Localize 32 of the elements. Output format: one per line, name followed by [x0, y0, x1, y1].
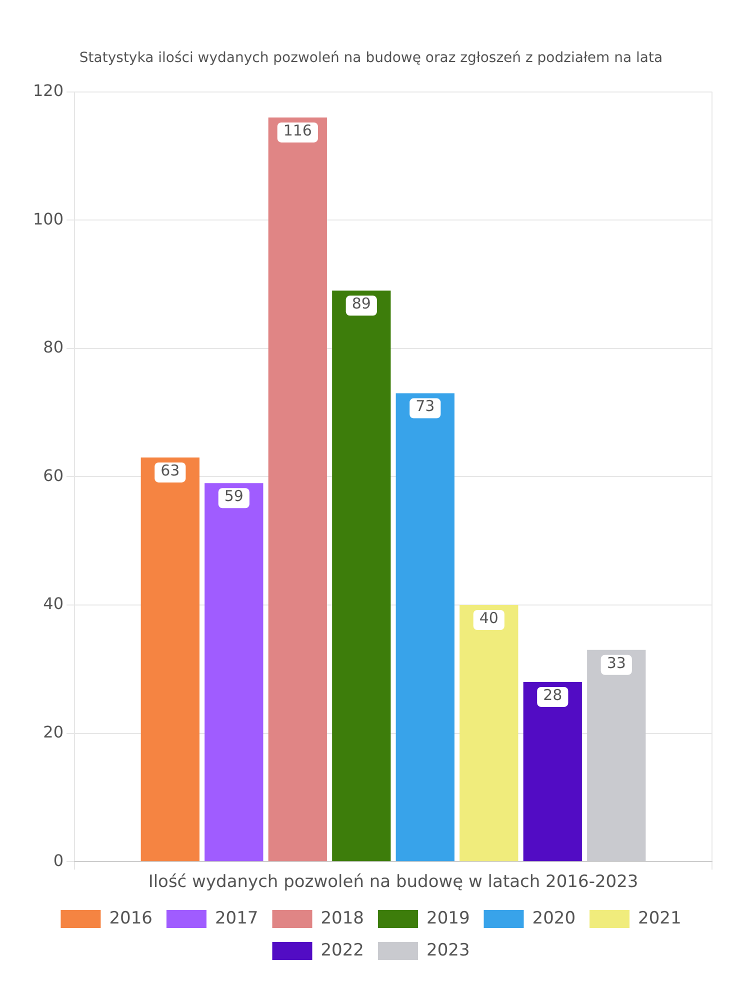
- legend-label: 2017: [214, 908, 258, 928]
- data-label: 59: [224, 487, 244, 506]
- bar: [204, 483, 264, 862]
- legend-label: 2023: [426, 940, 470, 960]
- y-tick-label: 120: [32, 80, 64, 100]
- y-tick-label: 60: [43, 466, 64, 485]
- y-tick-label: 20: [43, 722, 64, 742]
- bar: [268, 117, 327, 862]
- bar: [460, 605, 518, 862]
- data-label: 89: [352, 294, 371, 313]
- bar: [332, 290, 391, 862]
- legend-label: 2020: [532, 908, 576, 928]
- chart-title: Statystyka ilości wydanych pozwoleń na budowę oraz zgłoszeń z podziałem na lata: [79, 50, 663, 66]
- data-label: 116: [283, 121, 312, 140]
- y-tick-label: 0: [53, 850, 64, 870]
- data-label: 63: [160, 461, 180, 480]
- data-label: 40: [479, 608, 498, 627]
- legend-label: 2019: [426, 908, 470, 928]
- legend-label: 2021: [638, 908, 682, 928]
- x-tick-label: Ilość wydanych pozwoleń na budowę w latach 2016-2023: [148, 872, 638, 892]
- bar: [140, 457, 200, 862]
- y-tick-label: 80: [43, 338, 64, 357]
- data-label: 73: [416, 397, 435, 416]
- data-label: 33: [606, 654, 626, 672]
- legend-label: 2018: [320, 908, 364, 928]
- legend-label: 2016: [109, 908, 152, 928]
- legend-label: 2022: [320, 940, 364, 960]
- bar: [396, 393, 454, 862]
- data-label: 28: [543, 686, 562, 704]
- bar: [523, 682, 582, 862]
- y-tick-label: 100: [32, 209, 64, 228]
- y-tick-label: 40: [43, 594, 64, 614]
